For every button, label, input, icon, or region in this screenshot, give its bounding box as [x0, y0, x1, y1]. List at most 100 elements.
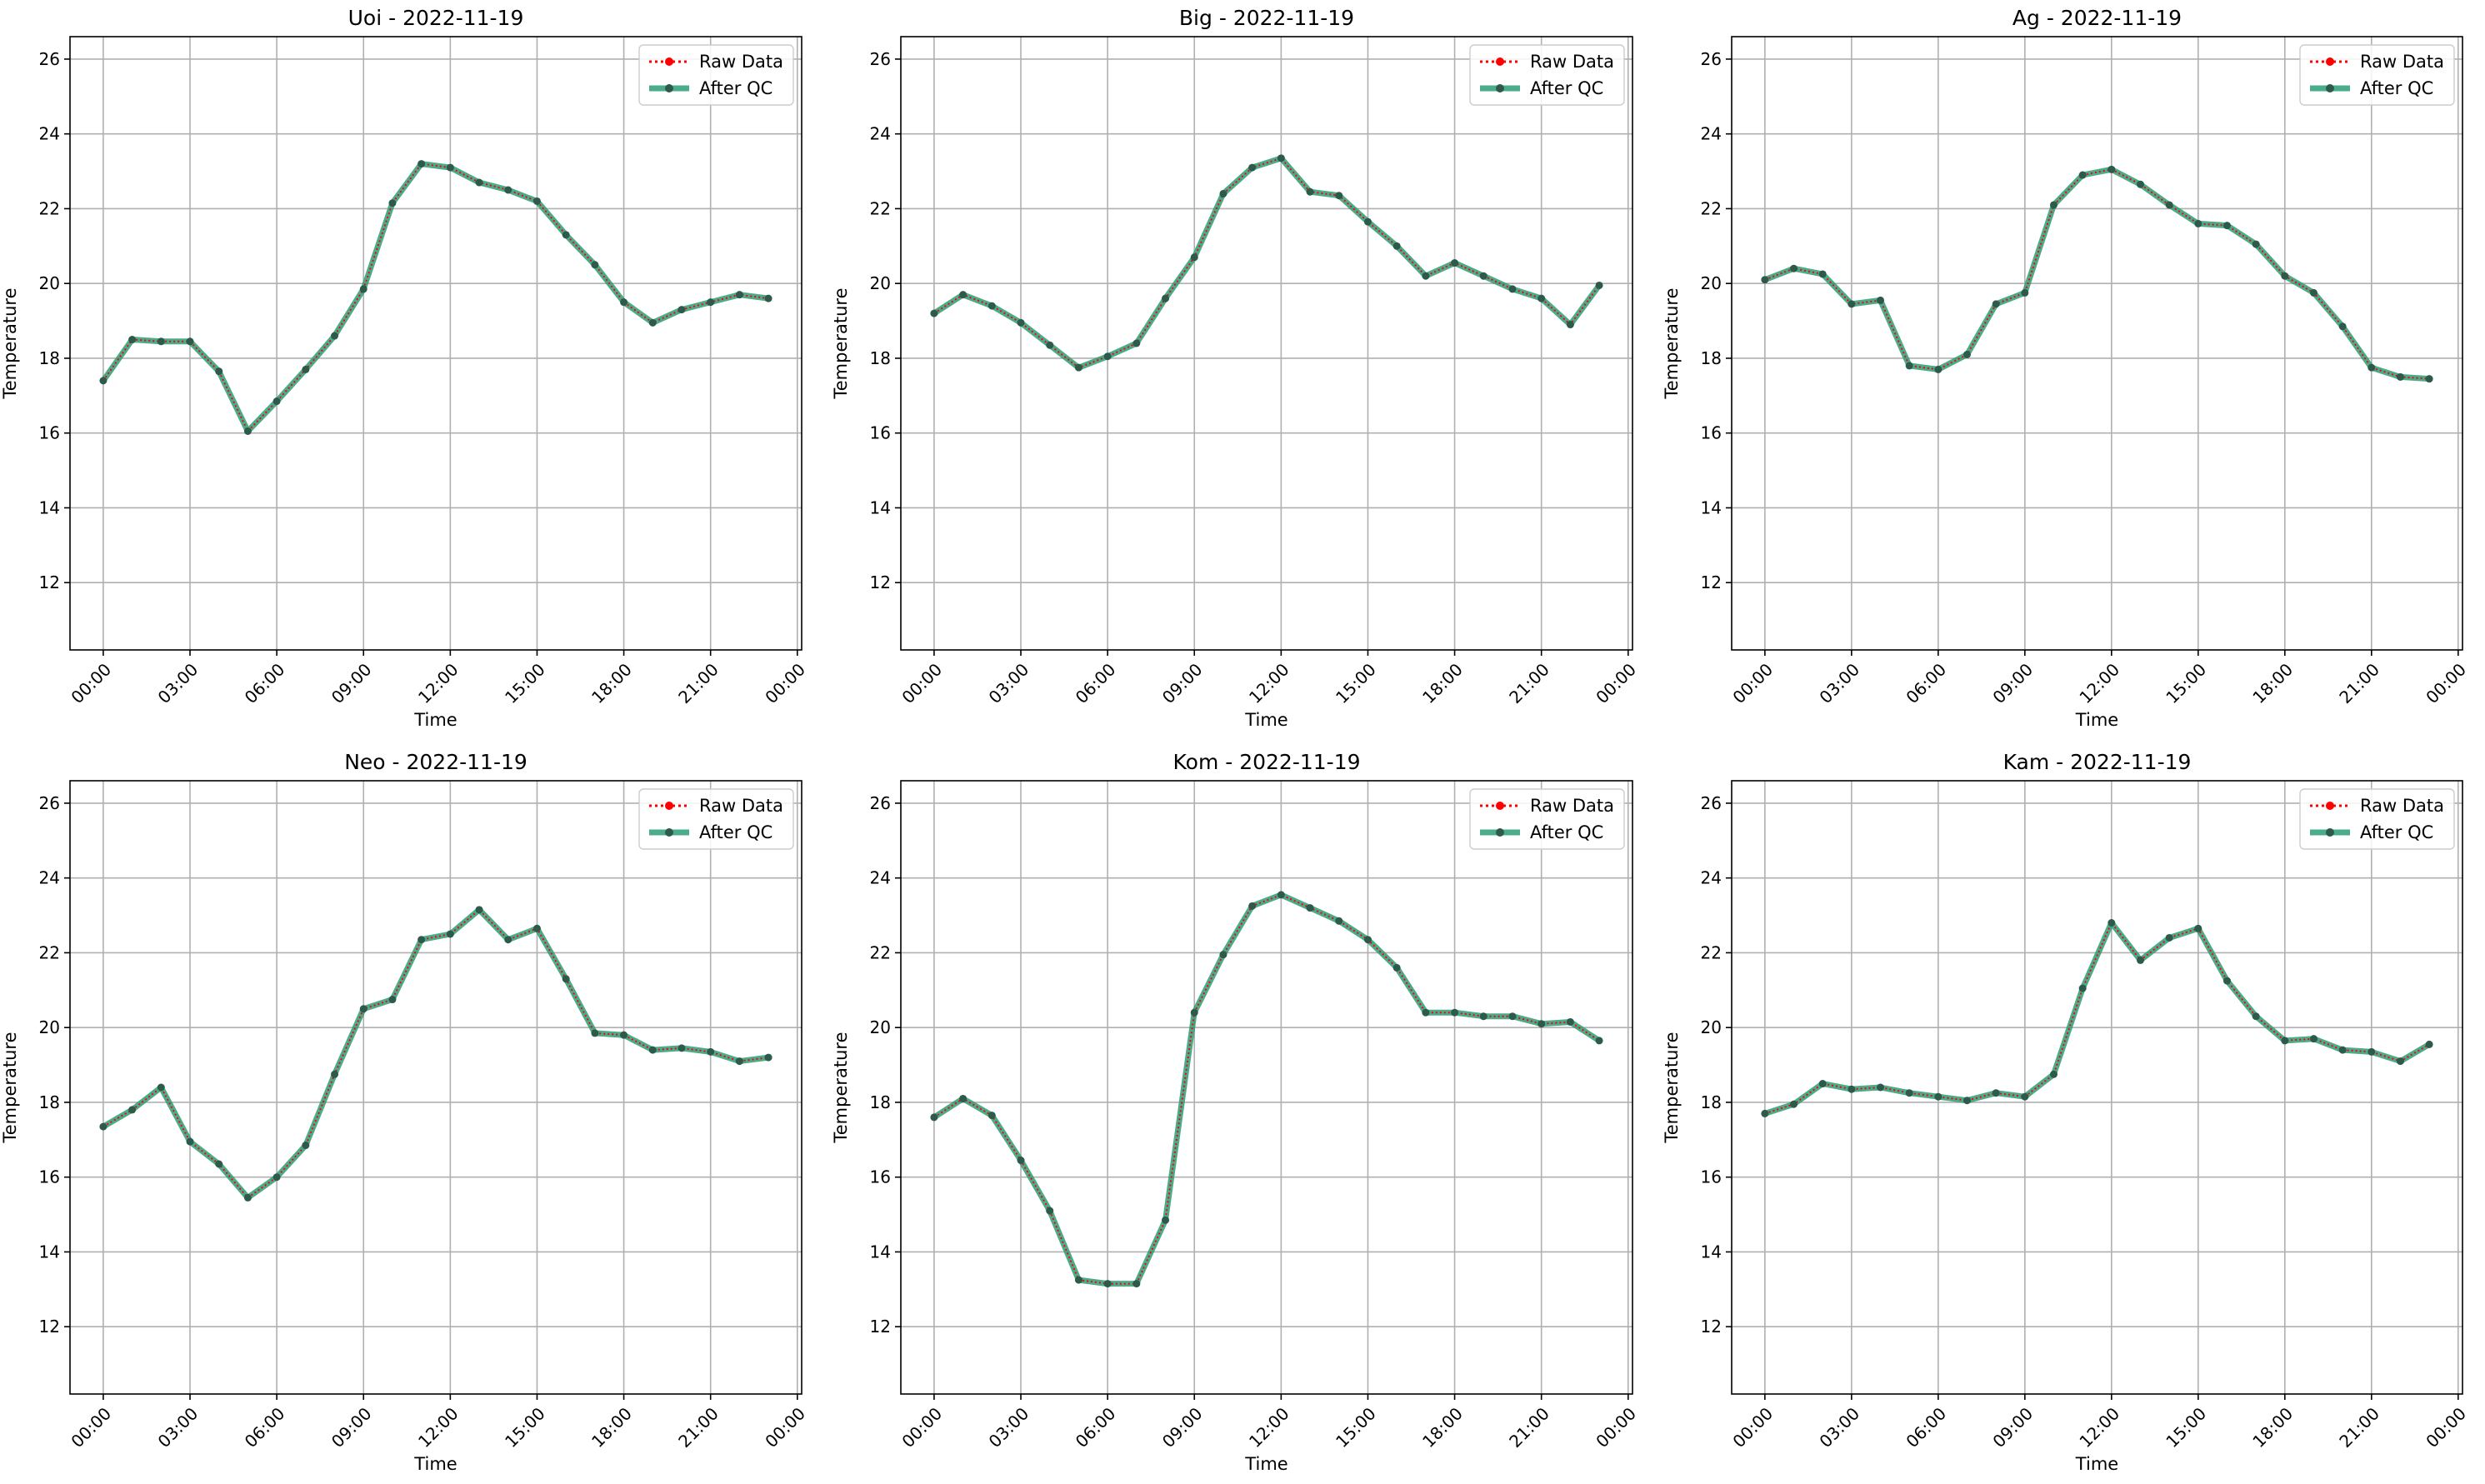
data-point: [1790, 264, 1798, 272]
y-tick-label: 12: [1701, 572, 1722, 592]
legend-raw-marker: [1496, 802, 1504, 810]
x-axis: 00:00 03:00 06:00 09:00 12:00 15:00 18:00 21:00…: [898, 781, 1640, 1452]
chart-title: Kam - 2022-11-19: [2003, 750, 2192, 774]
data-point: [1103, 352, 1112, 361]
data-point: [2338, 322, 2347, 331]
legend-qc-marker: [1496, 84, 1504, 92]
x-tick-label: 00:00: [67, 1403, 115, 1452]
data-point: [272, 397, 281, 406]
data-point: [2309, 288, 2318, 297]
y-axis: 12 14 16 18 20 22 24 26: [1701, 49, 2462, 592]
x-tick-label: 06:00: [1902, 1403, 1950, 1452]
x-axis: 00:00 03:00 06:00 09:00 12:00 15:00 18:00 21:00…: [1728, 781, 2470, 1452]
x-tick-label: 15:00: [501, 659, 549, 707]
legend-qc-label: After QC: [2360, 78, 2433, 98]
data-point: [1219, 189, 1228, 197]
y-tick-label: 24: [1701, 868, 1722, 888]
y-tick-label: 22: [870, 198, 891, 218]
legend: Raw Data After QC: [1469, 44, 1625, 106]
data-point: [764, 294, 772, 302]
data-point: [1848, 1085, 1856, 1093]
data-point: [2165, 201, 2173, 209]
plot-frame: [900, 36, 1633, 651]
data-point: [2108, 165, 2116, 173]
y-axis-label: Temperature: [831, 287, 851, 399]
data-point: [2021, 288, 2029, 297]
y-tick-label: 14: [1701, 497, 1722, 517]
y-axis-label: Temperature: [1662, 1032, 1682, 1143]
data-points: [99, 160, 772, 435]
data-point: [2425, 375, 2433, 383]
legend-qc-label: After QC: [699, 78, 772, 98]
legend: Raw Data After QC: [638, 788, 794, 850]
data-points: [1761, 919, 2433, 1117]
data-point: [2252, 1012, 2260, 1021]
y-tick-label: 18: [870, 1092, 891, 1112]
x-tick-label: 03:00: [154, 659, 202, 707]
data-point: [99, 1122, 108, 1131]
x-tick-label: 12:00: [414, 659, 462, 707]
y-tick-label: 18: [1701, 1092, 1722, 1112]
subplot-6: Kam - 2022-11-19 00:00 03:00 06:00 09:00 12:0…: [1662, 750, 2470, 1474]
data-points: [1761, 165, 2433, 383]
series-raw-data-line: [933, 157, 1600, 369]
data-point: [988, 302, 996, 310]
y-tick-label: 14: [870, 497, 891, 517]
data-point: [272, 1173, 281, 1182]
subplot-2: Big - 2022-11-19 00:00 03:00 06:00 09:00 12:0…: [831, 6, 1640, 730]
y-tick-label: 24: [1701, 124, 1722, 144]
y-tick-label: 20: [870, 273, 891, 293]
legend: Raw Data After QC: [1469, 788, 1625, 850]
x-axis-label: Time: [1244, 710, 1288, 730]
data-point: [2222, 977, 2231, 985]
data-point: [1595, 281, 1603, 289]
x-tick-label: 00:00: [1592, 659, 1640, 707]
y-tick-label: 24: [870, 124, 891, 144]
data-point: [1306, 187, 1314, 196]
legend-raw-marker: [2326, 57, 2334, 66]
legend-qc-label: After QC: [2360, 822, 2433, 842]
data-point: [2368, 1047, 2376, 1056]
y-tick-label: 12: [1701, 1317, 1722, 1337]
x-tick-label: 12:00: [414, 1403, 462, 1452]
x-tick-label: 06:00: [241, 659, 289, 707]
data-point: [1103, 1280, 1112, 1288]
x-tick-label: 18:00: [2248, 659, 2297, 707]
data-point: [591, 261, 599, 269]
x-tick-label: 15:00: [2162, 659, 2210, 707]
data-point: [1877, 1083, 1885, 1092]
y-tick-label: 26: [870, 49, 891, 69]
x-axis-label: Time: [413, 710, 457, 730]
data-point: [1392, 242, 1401, 250]
data-point: [186, 337, 194, 346]
y-tick-label: 16: [870, 423, 891, 443]
y-tick-label: 12: [39, 572, 60, 592]
y-axis: 12 14 16 18 20 22 24 26: [39, 49, 802, 592]
data-point: [418, 936, 426, 944]
legend-raw-label: Raw Data: [2360, 796, 2444, 816]
data-point: [331, 1070, 339, 1078]
data-point: [1595, 1037, 1603, 1045]
x-tick-label: 06:00: [1072, 659, 1120, 707]
legend-raw-label: Raw Data: [1530, 52, 1614, 72]
data-point: [243, 427, 252, 435]
data-point: [1963, 350, 1972, 358]
y-tick-label: 12: [39, 1317, 60, 1337]
y-tick-label: 16: [1701, 423, 1722, 443]
data-point: [2021, 1092, 2029, 1101]
data-point: [988, 1112, 996, 1120]
data-point: [1905, 362, 1913, 370]
data-point: [2136, 180, 2144, 188]
y-axis-label: Temperature: [831, 1032, 851, 1143]
x-tick-label: 06:00: [1902, 659, 1950, 707]
data-point: [418, 160, 426, 168]
y-axis-label: Temperature: [1662, 287, 1682, 399]
data-point: [1992, 1089, 2000, 1097]
data-point: [1451, 259, 1459, 267]
data-point: [1306, 904, 1314, 912]
x-tick-label: 18:00: [588, 1403, 636, 1452]
data-point: [359, 1005, 368, 1013]
y-tick-label: 20: [1701, 1017, 1722, 1037]
x-tick-label: 09:00: [328, 659, 376, 707]
